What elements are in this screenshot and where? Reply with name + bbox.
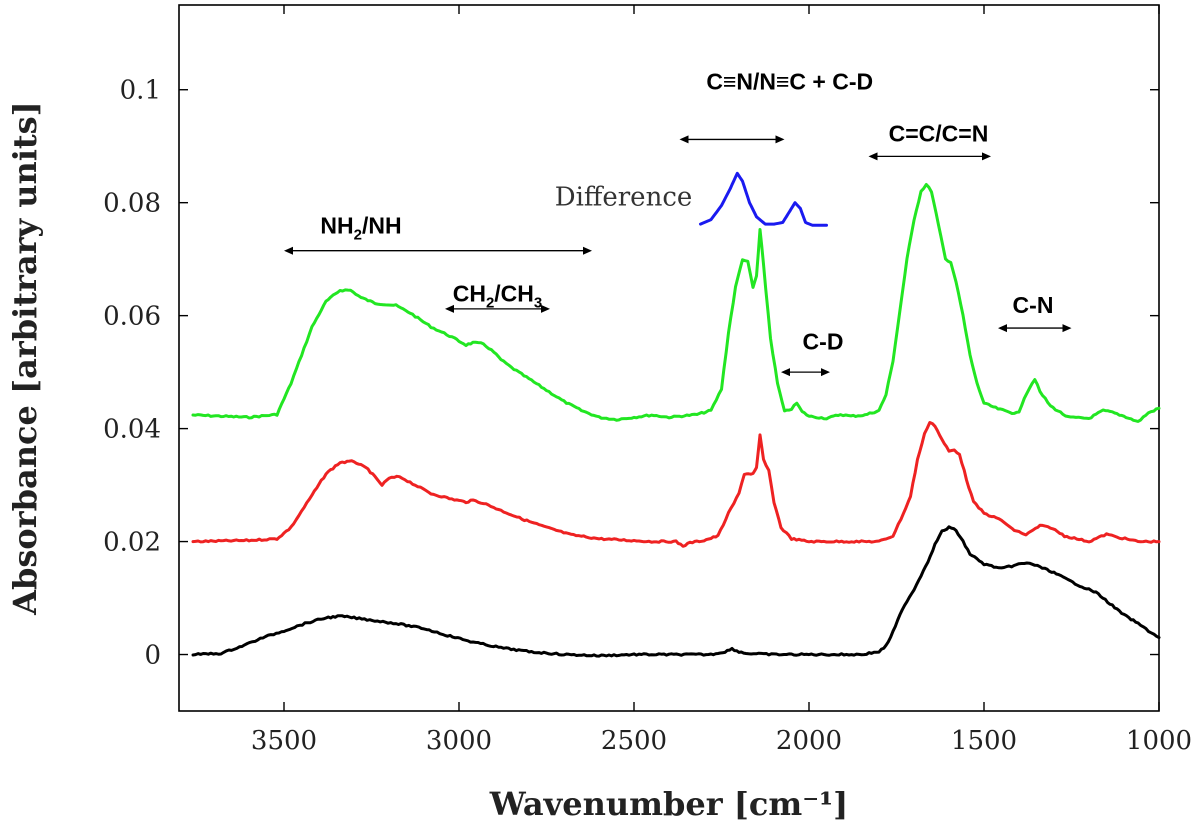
arrowhead-left <box>781 368 790 377</box>
spectrum-series-0 <box>191 183 1161 423</box>
arrowhead-left <box>868 152 878 161</box>
y-axis-label: Absorbance [arbitrary units] <box>6 101 44 616</box>
x-tick-label: 2500 <box>601 726 667 756</box>
annotation-label: C=C/C=N <box>889 121 989 147</box>
axis-ticks: 3500 3000 2500 2000 1500 1000 0 0.02 0.04 0.06 0.0… <box>103 5 1192 756</box>
y-tick-label: 0.02 <box>103 528 161 558</box>
x-axis-label: Wavenumber [cm⁻¹] <box>489 785 849 823</box>
annotation-label: CH2/CH3 <box>453 281 543 312</box>
arrowhead-left <box>445 304 454 313</box>
y-tick-label: 0.1 <box>120 76 161 106</box>
annotation-label: Difference <box>555 183 693 213</box>
series-group <box>191 171 1161 658</box>
x-tick-label: 1500 <box>951 726 1017 756</box>
arrowhead-right <box>541 304 550 313</box>
y-tick-label: 0.06 <box>103 302 161 332</box>
x-tick-label: 2000 <box>776 726 842 756</box>
annotation-group: NH2/NH CH2/CH3 C≡N/N≡C + C-D C=C/C=N C-D C-N D… <box>284 69 1072 377</box>
arrowhead-left <box>679 135 689 144</box>
arrowhead-right <box>1062 324 1072 333</box>
annotation-label: C-N <box>1013 292 1054 318</box>
arrowhead-right <box>583 246 592 255</box>
annotation-label: C≡N/N≡C + C-D <box>706 69 873 95</box>
arrowhead-right <box>982 152 991 161</box>
x-tick-label: 3000 <box>426 726 492 756</box>
arrowhead-right <box>775 135 785 144</box>
x-tick-label: 3500 <box>251 726 317 756</box>
arrowhead-right <box>821 368 830 377</box>
spectrum-series-2 <box>191 525 1161 658</box>
plot-frame <box>178 4 1160 712</box>
y-tick-label: 0.04 <box>103 415 161 445</box>
y-tick-label: 0 <box>144 641 161 671</box>
arrowhead-left <box>284 246 293 255</box>
y-tick-label: 0.08 <box>103 189 161 219</box>
spectrum-series-1 <box>191 421 1161 548</box>
arrowhead-left <box>998 324 1007 333</box>
x-tick-label: 1000 <box>1126 726 1192 756</box>
spectrum-series-3 <box>699 171 828 227</box>
annotation-label: NH2/NH <box>320 213 401 244</box>
annotation-label: C-D <box>803 329 844 355</box>
